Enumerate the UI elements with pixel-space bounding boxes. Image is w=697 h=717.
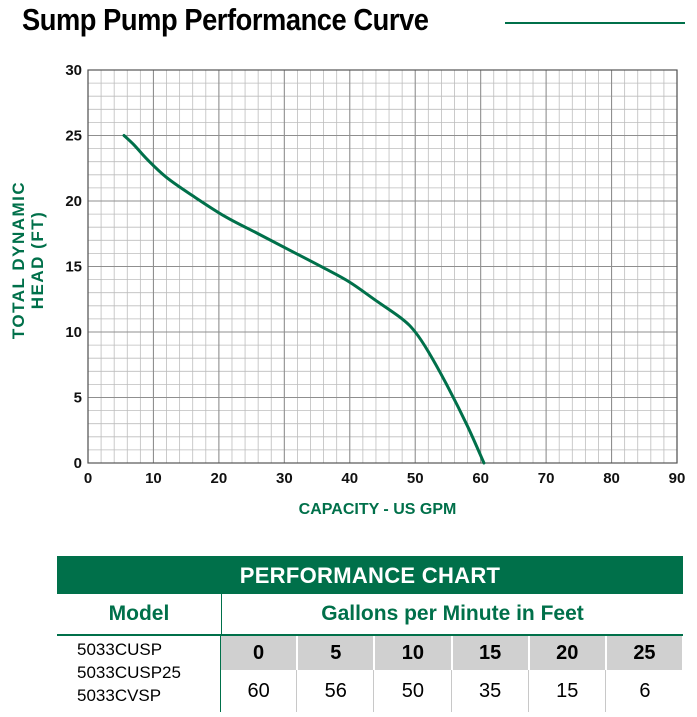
- model-name: 5033CUSP25: [77, 663, 181, 682]
- value-column: 10 50: [374, 636, 452, 712]
- gpm-column-header: Gallons per Minute in Feet: [321, 602, 584, 625]
- y-tick-label: 5: [74, 390, 82, 407]
- gpm-cell: 35: [453, 670, 529, 712]
- x-tick-label: 10: [145, 470, 162, 487]
- x-tick-label: 90: [669, 470, 686, 487]
- x-tick-label: 40: [341, 470, 358, 487]
- x-tick-label: 60: [472, 470, 489, 487]
- model-column-header: Model: [57, 594, 222, 634]
- performance-table-body: 5033CUSP 5033CUSP25 5033CVSP 0 60 5 56 1…: [57, 636, 684, 712]
- x-tick-label: 50: [407, 470, 424, 487]
- y-tick-label: 10: [65, 324, 82, 341]
- gpm-cell: 56: [298, 670, 375, 712]
- gpm-cell: 50: [375, 670, 452, 712]
- value-column: 15 35: [451, 636, 529, 712]
- x-tick-label: 30: [276, 470, 293, 487]
- x-tick-label: 80: [603, 470, 620, 487]
- performance-table-subheader: Model Gallons per Minute in Feet: [57, 594, 683, 636]
- model-name: 5033CVSP: [77, 686, 162, 705]
- y-tick-label: 30: [65, 62, 82, 79]
- plot-frame: [87, 69, 678, 464]
- y-tick-label: 20: [65, 193, 82, 210]
- feet-cell: 10: [375, 636, 452, 670]
- gpm-cell: 15: [530, 670, 606, 712]
- value-column: 20 15: [528, 636, 606, 712]
- y-tick-label: 25: [65, 128, 82, 145]
- gpm-cell: 6: [639, 679, 651, 702]
- model-list: 5033CUSP 5033CUSP25 5033CVSP: [57, 636, 221, 712]
- feet-cell: 20: [529, 636, 606, 670]
- y-tick-label: 15: [65, 259, 82, 276]
- value-column: 5 56: [297, 636, 375, 712]
- performance-curve-chart: 0 10 20 30 40 50 60 70 80 90 0 5 10 15 20 25 30 CAPACIT…: [9, 62, 686, 518]
- gpm-cell: 60: [221, 670, 298, 712]
- performance-table-header: PERFORMANCE CHART: [57, 556, 683, 594]
- performance-curve-line: [122, 134, 486, 465]
- value-columns: 0 60 5 56 10 50 15 35 20 15 25 6: [221, 636, 684, 712]
- x-tick-label: 20: [211, 470, 228, 487]
- feet-cell: 0: [221, 636, 298, 670]
- value-column: 0 60: [221, 636, 298, 712]
- x-tick-labels: 0 10 20 30 40 50 60 70 80 90: [84, 470, 686, 487]
- y-axis-label: TOTAL DYNAMICHEAD (FT): [9, 181, 47, 339]
- x-tick-label: 0: [84, 470, 92, 487]
- feet-cell: 25: [606, 636, 684, 670]
- feet-cell: 5: [298, 636, 375, 670]
- title-rule: [505, 22, 685, 24]
- page-title: Sump Pump Performance Curve: [22, 2, 429, 37]
- feet-cell: 15: [452, 636, 529, 670]
- performance-table: PERFORMANCE CHART Model Gallons per Minu…: [57, 556, 684, 712]
- chart-grid-major: [87, 69, 678, 464]
- x-tick-label: 70: [538, 470, 555, 487]
- x-axis-label: CAPACITY - US GPM: [299, 501, 457, 518]
- y-tick-labels: 0 5 10 15 20 25 30: [65, 62, 82, 472]
- model-name: 5033CUSP: [77, 640, 163, 659]
- value-column: 25 6: [605, 636, 684, 712]
- y-tick-label: 0: [74, 455, 82, 472]
